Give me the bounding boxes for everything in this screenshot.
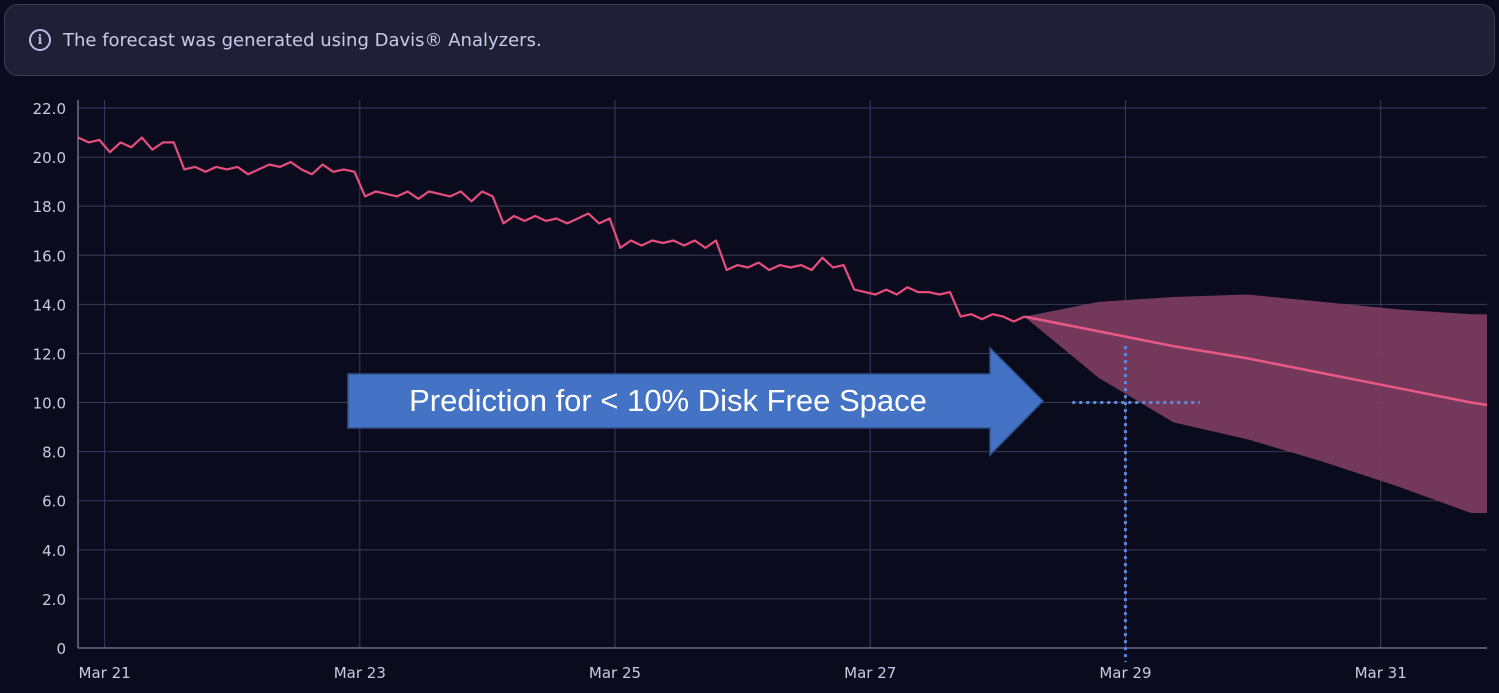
x-tick-label: Mar 25	[589, 664, 641, 682]
y-tick-label: 14.0	[33, 296, 66, 314]
forecast-confidence-band	[1024, 294, 1487, 513]
y-tick-label: 12.0	[33, 345, 66, 363]
y-tick-label: 8.0	[42, 444, 66, 462]
prediction-callout	[347, 346, 1045, 457]
x-tick-label: Mar 21	[79, 664, 131, 682]
y-tick-label: 22.0	[33, 100, 66, 118]
y-axis-ticks: 22.0 20.0 18.0 16.0 14.0 12.0 10.0 8.0 6.0 4.0 2.0…	[33, 100, 66, 658]
info-icon: i	[29, 29, 51, 51]
y-tick-label: 6.0	[42, 493, 66, 511]
forecast-line	[1024, 315, 1488, 407]
series-lines	[77, 136, 1488, 407]
y-tick-label: 4.0	[42, 542, 66, 560]
y-tick-label: 0	[56, 640, 66, 658]
x-axis-ticks: Mar 21 Mar 23 Mar 25 Mar 27 Mar 29 Mar 31	[79, 664, 1407, 682]
y-tick-label: 10.0	[33, 395, 66, 413]
x-tick-label: Mar 31	[1355, 664, 1407, 682]
arrow-shape	[347, 346, 1045, 457]
x-tick-label: Mar 23	[334, 664, 386, 682]
observed-line	[77, 136, 1025, 323]
x-tick-label: Mar 27	[844, 664, 896, 682]
annotations	[1072, 346, 1200, 662]
y-tick-label: 20.0	[33, 149, 66, 167]
y-tick-label: 16.0	[33, 247, 66, 265]
y-tick-label: 18.0	[33, 198, 66, 216]
y-tick-label: 2.0	[42, 591, 66, 609]
forecast-info-banner: i The forecast was generated using Davis…	[4, 4, 1495, 76]
banner-text: The forecast was generated using Davis® …	[63, 29, 542, 51]
x-tick-label: Mar 29	[1099, 664, 1151, 682]
forecast-band	[1024, 294, 1487, 513]
